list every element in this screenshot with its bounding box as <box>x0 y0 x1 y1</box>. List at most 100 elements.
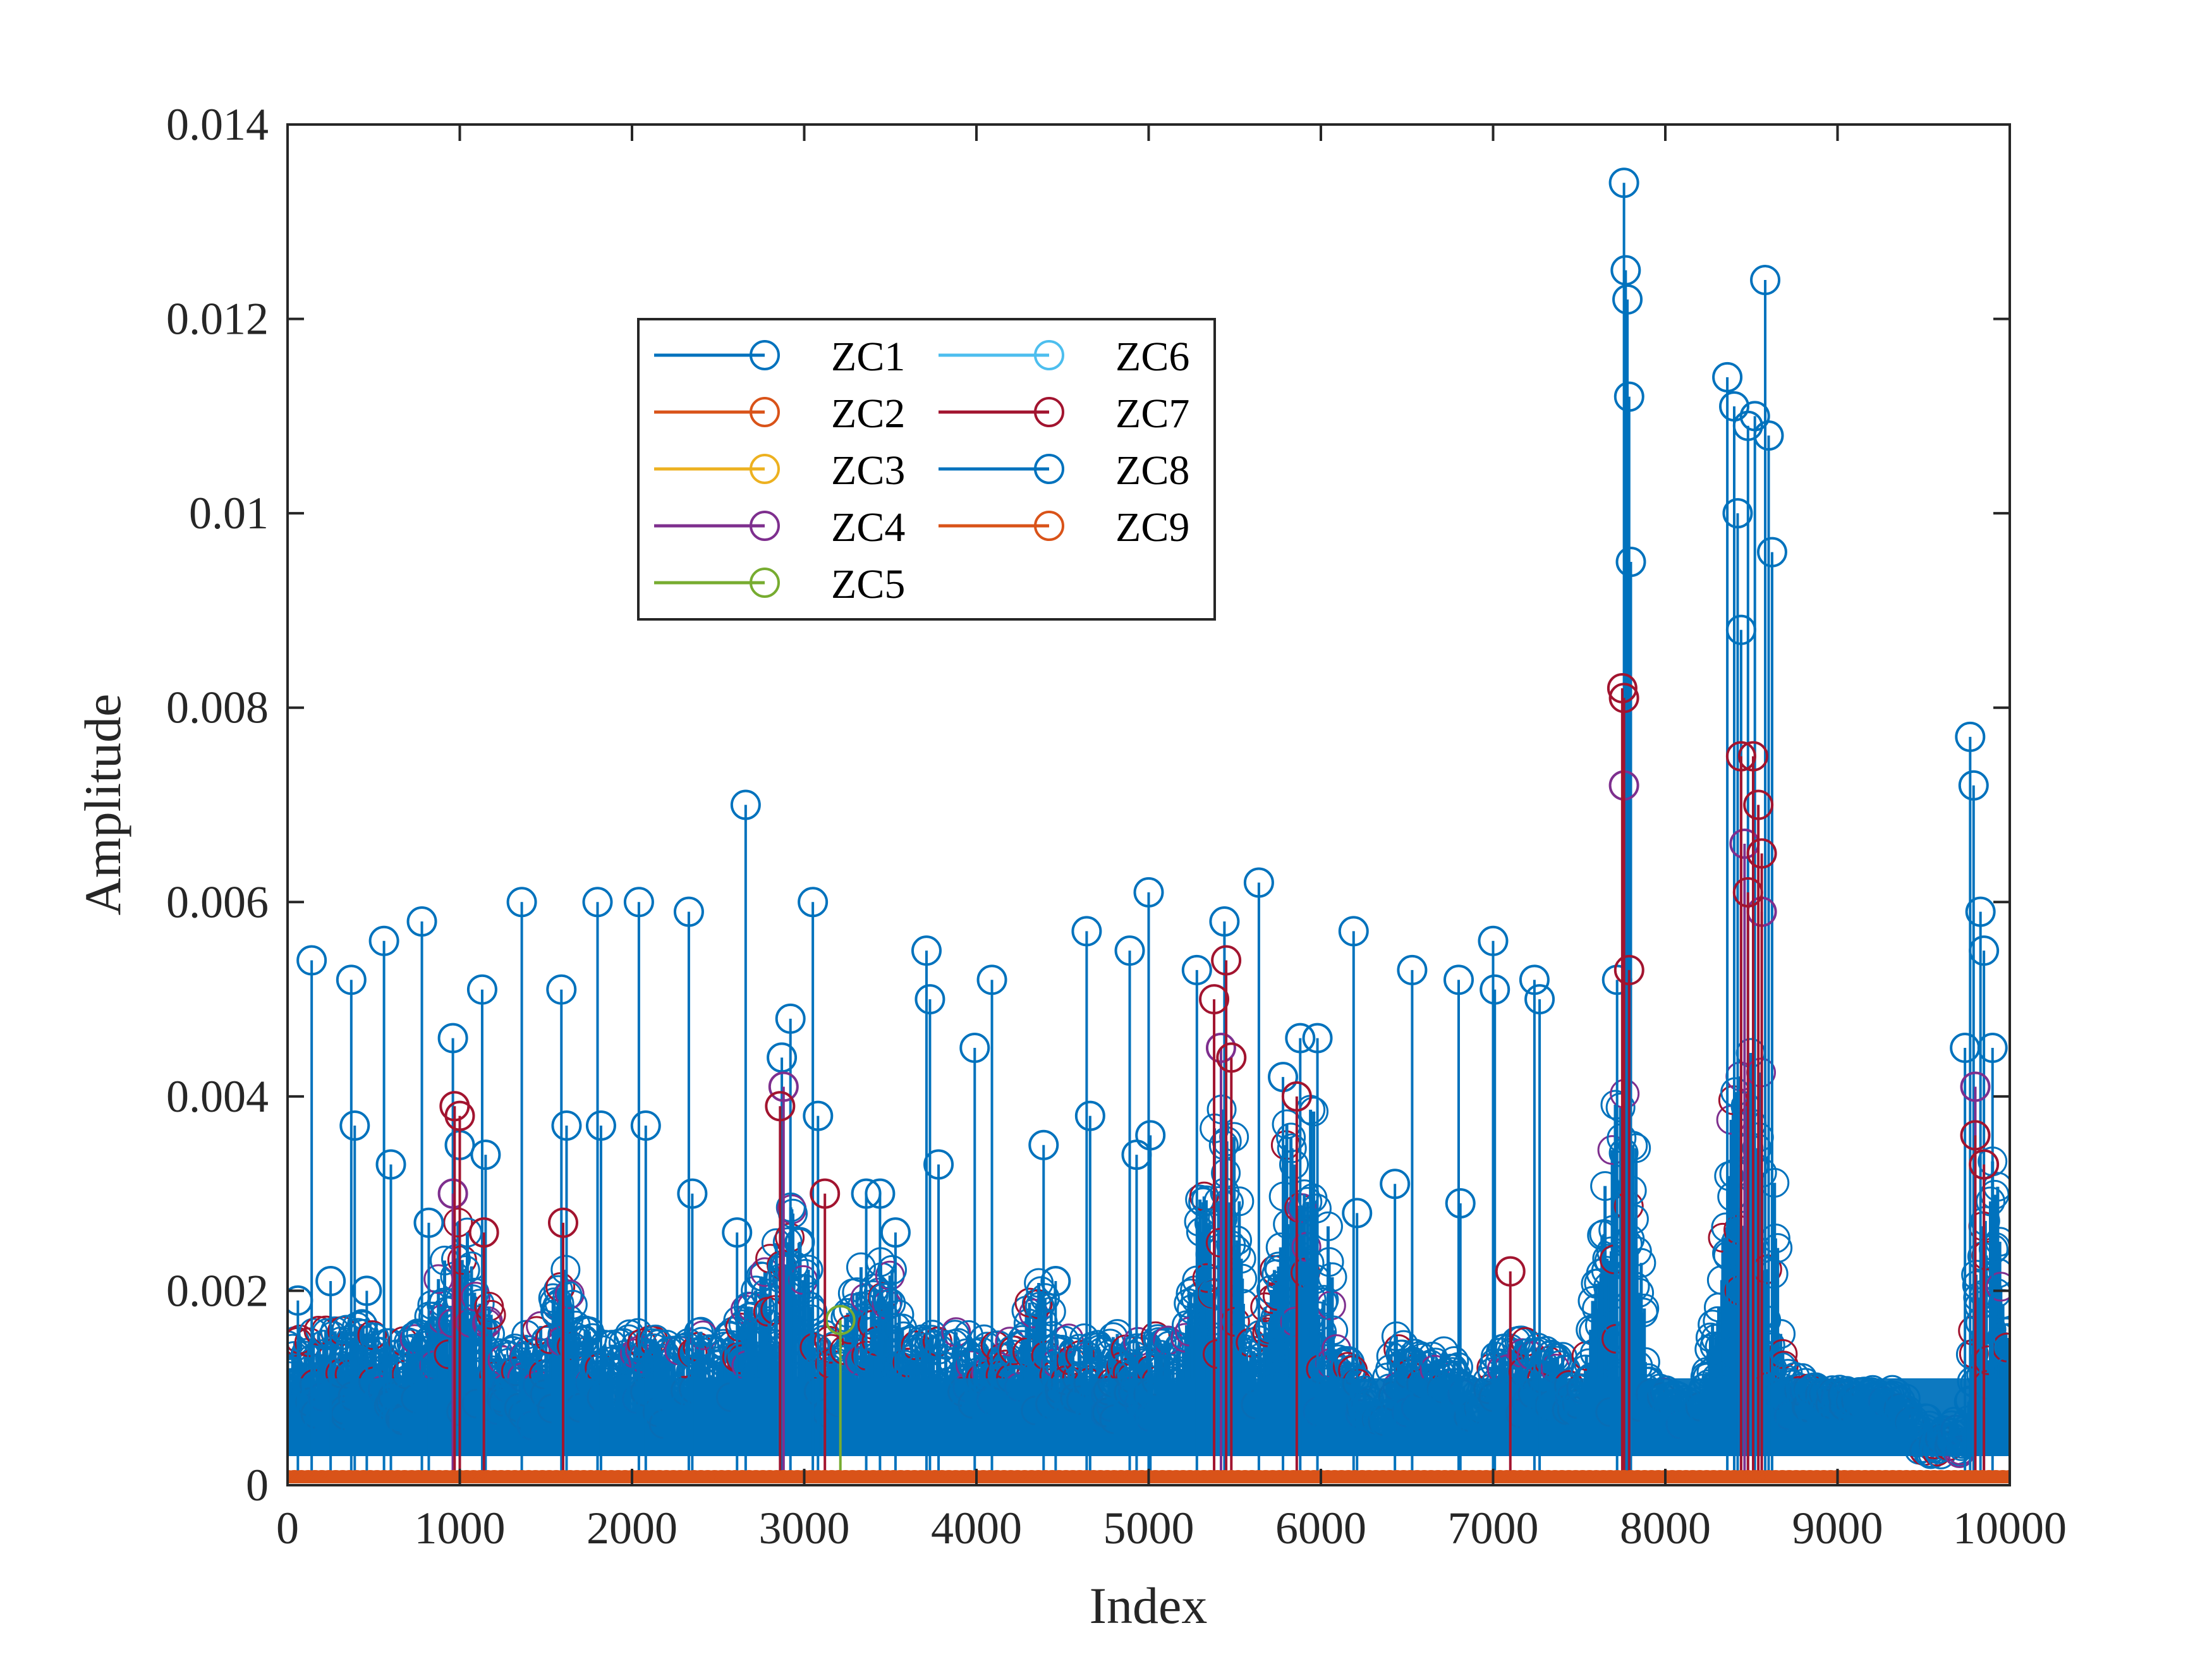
x-axis-label: Index <box>1090 1577 1208 1634</box>
stem-marker <box>673 896 704 927</box>
stem-marker <box>1199 984 1230 1015</box>
dense-marker <box>1439 1346 1469 1376</box>
stem-marker <box>1712 362 1743 392</box>
series-zc5 <box>825 1304 856 1483</box>
stem-marker <box>630 1110 661 1141</box>
legend-label: ZC4 <box>831 504 905 550</box>
stem-marker <box>437 1023 468 1054</box>
dense-marker <box>1036 1296 1066 1327</box>
stem-marker <box>722 1217 753 1248</box>
stem-marker <box>1977 1032 2008 1063</box>
legend-label: ZC6 <box>1115 334 1189 380</box>
dense-marker <box>1228 1289 1258 1319</box>
dense-marker <box>1279 1150 1309 1180</box>
stem-marker <box>1612 284 1643 315</box>
legend-label: ZC5 <box>831 561 905 607</box>
stem-marker <box>1133 877 1164 908</box>
stem-marker <box>444 1100 475 1131</box>
dense-marker <box>1400 1339 1430 1369</box>
dense-marker <box>846 1252 876 1282</box>
stem-marker <box>1965 896 1996 927</box>
stem-marker <box>582 887 613 918</box>
legend-entry-zc3: ZC3 <box>654 447 905 494</box>
stem-marker <box>1732 410 1763 441</box>
stem-marker <box>1615 547 1646 578</box>
stem-marker <box>623 887 654 918</box>
stem-marker <box>1955 721 1986 752</box>
x-tick-label: 5000 <box>1103 1503 1194 1553</box>
stem-marker <box>413 1207 444 1238</box>
dense-marker <box>1314 1247 1344 1277</box>
legend: ZC1 ZC2 ZC3 ZC4 ZC5 ZC6 ZC7 ZC8 ZC9 <box>637 318 1216 621</box>
x-tick-label: 1000 <box>415 1503 506 1553</box>
stem-marker <box>368 925 399 956</box>
dense-marker <box>1993 1323 2010 1353</box>
legend-marker <box>1034 454 1064 484</box>
stem-marker <box>825 1304 856 1335</box>
stem-marker <box>1478 925 1509 956</box>
stem-marker <box>798 887 829 918</box>
stem-marker <box>585 1110 616 1141</box>
dense-marker <box>1766 1319 1796 1349</box>
stem-marker <box>1519 964 1550 995</box>
x-tick-label: 4000 <box>931 1503 1022 1553</box>
stem-marker <box>406 906 437 937</box>
dense-marker <box>1030 1283 1060 1313</box>
stem-marker <box>810 1178 841 1209</box>
stem-marker <box>1338 916 1369 947</box>
legend-label: ZC3 <box>831 447 905 494</box>
y-tick-label: 0.008 <box>166 683 269 733</box>
stem-marker <box>1608 167 1639 198</box>
stem-marker <box>437 1178 468 1209</box>
dense-marker <box>830 1303 861 1333</box>
legend-label: ZC1 <box>831 334 905 380</box>
dense-marker <box>1984 1227 2010 1257</box>
stem-marker <box>1756 537 1787 568</box>
stem-marker <box>1205 1032 1236 1063</box>
dense-marker <box>884 1299 915 1330</box>
stem-marker <box>1243 867 1274 898</box>
stem-marker <box>765 1091 796 1122</box>
dense-marker <box>793 1255 823 1285</box>
stem-marker <box>1607 672 1638 703</box>
legend-entry-zc5: ZC5 <box>654 561 905 607</box>
stem-marker <box>1380 1169 1411 1200</box>
legend-marker <box>1034 397 1064 427</box>
stem-marker <box>1285 1023 1316 1054</box>
dense-marker <box>941 1317 971 1347</box>
x-tick-label: 2000 <box>586 1503 678 1553</box>
stem-marker <box>959 1032 990 1063</box>
dense-marker <box>476 1299 506 1330</box>
stem-marker <box>1181 954 1212 985</box>
x-tick-label: 10000 <box>1953 1503 2067 1553</box>
legend-marker <box>750 397 780 427</box>
y-tick-label: 0.006 <box>166 877 269 927</box>
stem-marker <box>1725 741 1756 772</box>
stem-marker <box>546 974 577 1005</box>
stem-marker <box>1613 954 1644 985</box>
dense-marker <box>1619 1204 1649 1234</box>
stem-marker <box>1753 420 1784 451</box>
stem-marker <box>1608 683 1639 714</box>
dense-marker <box>557 1289 588 1320</box>
y-tick-label: 0.014 <box>166 99 269 150</box>
y-axis-label: Amplitude <box>74 694 131 916</box>
legend-entry-zc2: ZC2 <box>654 391 905 437</box>
stem-marker <box>1445 1188 1476 1219</box>
x-tick-label: 3000 <box>759 1503 850 1553</box>
dense-marker <box>1227 1263 1258 1294</box>
y-tick-label: 0.01 <box>189 488 269 538</box>
legend-label: ZC9 <box>1115 504 1189 550</box>
stem-marker <box>351 1275 382 1306</box>
stem-marker <box>1969 1149 2000 1180</box>
y-tick-label: 0.004 <box>166 1071 269 1122</box>
legend-entry-zc4: ZC4 <box>654 504 905 550</box>
stem-marker <box>1040 1266 1071 1297</box>
dense-marker <box>877 1255 907 1285</box>
stem-marker <box>1524 984 1555 1015</box>
stem-marker <box>315 1266 346 1297</box>
y-tick-label: 0 <box>246 1460 269 1510</box>
stem-marker <box>880 1217 911 1248</box>
stem-marker <box>551 1110 582 1141</box>
